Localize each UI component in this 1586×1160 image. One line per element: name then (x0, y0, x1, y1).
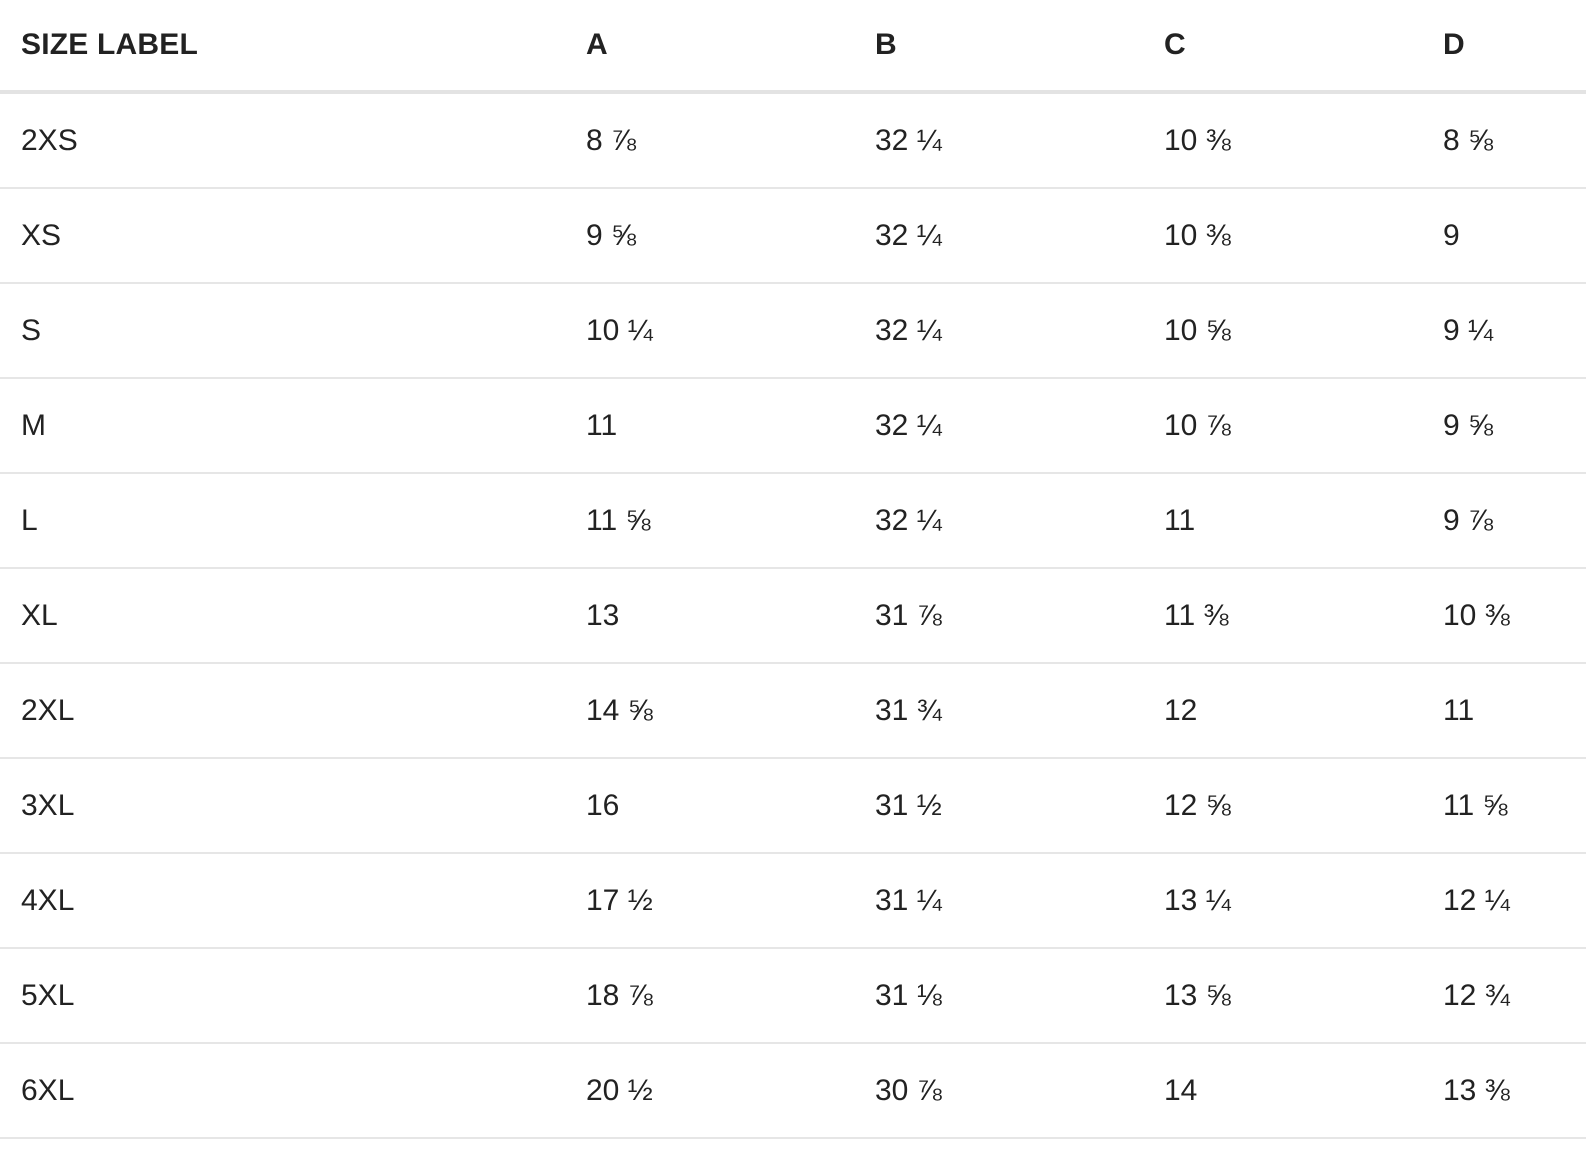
cell-size-label: 2XL (0, 663, 586, 759)
cell-b: 32 ¼ (875, 283, 1164, 379)
cell-size-label: XL (0, 568, 586, 664)
cell-b: 32 ¼ (875, 92, 1164, 189)
cell-c: 12 ⅝ (1164, 758, 1443, 854)
cell-a: 17 ½ (586, 853, 875, 949)
table-row: L 11 ⅝ 32 ¼ 11 9 ⅞ (0, 473, 1586, 569)
cell-d: 11 ⅝ (1443, 758, 1586, 854)
cell-d: 12 ¼ (1443, 853, 1586, 949)
table-body: 2XS 8 ⅞ 32 ¼ 10 ⅜ 8 ⅝ XS 9 ⅝ 32 ¼ 10 ⅜ 9… (0, 92, 1586, 1139)
cell-d: 9 ¼ (1443, 283, 1586, 379)
cell-a: 13 (586, 568, 875, 664)
cell-b: 31 ⅛ (875, 948, 1164, 1044)
header-a: A (586, 0, 875, 94)
cell-size-label: M (0, 378, 586, 474)
table-row: 2XS 8 ⅞ 32 ¼ 10 ⅜ 8 ⅝ (0, 92, 1586, 189)
cell-c: 10 ⅜ (1164, 188, 1443, 284)
cell-b: 32 ¼ (875, 378, 1164, 474)
cell-d: 11 (1443, 663, 1586, 759)
cell-c: 10 ⅞ (1164, 378, 1443, 474)
cell-c: 11 ⅜ (1164, 568, 1443, 664)
table-row: 3XL 16 31 ½ 12 ⅝ 11 ⅝ (0, 758, 1586, 854)
cell-b: 31 ⅞ (875, 568, 1164, 664)
header-b: B (875, 0, 1164, 94)
cell-a: 8 ⅞ (586, 92, 875, 189)
cell-a: 10 ¼ (586, 283, 875, 379)
cell-size-label: 4XL (0, 853, 586, 949)
cell-size-label: L (0, 473, 586, 569)
cell-a: 20 ½ (586, 1043, 875, 1139)
cell-a: 18 ⅞ (586, 948, 875, 1044)
cell-c: 10 ⅝ (1164, 283, 1443, 379)
cell-d: 13 ⅜ (1443, 1043, 1586, 1139)
cell-size-label: XS (0, 188, 586, 284)
cell-b: 31 ¾ (875, 663, 1164, 759)
cell-size-label: 5XL (0, 948, 586, 1044)
cell-a: 9 ⅝ (586, 188, 875, 284)
table-row: XS 9 ⅝ 32 ¼ 10 ⅜ 9 (0, 188, 1586, 284)
cell-d: 9 ⅝ (1443, 378, 1586, 474)
cell-c: 12 (1164, 663, 1443, 759)
cell-b: 30 ⅞ (875, 1043, 1164, 1139)
cell-b: 32 ¼ (875, 188, 1164, 284)
header-c: C (1164, 0, 1443, 94)
header-d: D (1443, 0, 1586, 94)
table-row: XL 13 31 ⅞ 11 ⅜ 10 ⅜ (0, 568, 1586, 664)
header-row: SIZE LABEL A B C D (0, 0, 1586, 94)
cell-d: 8 ⅝ (1443, 92, 1586, 189)
table-row: 2XL 14 ⅝ 31 ¾ 12 11 (0, 663, 1586, 759)
cell-d: 12 ¾ (1443, 948, 1586, 1044)
cell-size-label: 2XS (0, 92, 586, 189)
cell-size-label: 3XL (0, 758, 586, 854)
table-row: 4XL 17 ½ 31 ¼ 13 ¼ 12 ¼ (0, 853, 1586, 949)
table-header: SIZE LABEL A B C D (0, 0, 1586, 94)
cell-d: 9 ⅞ (1443, 473, 1586, 569)
table-row: 5XL 18 ⅞ 31 ⅛ 13 ⅝ 12 ¾ (0, 948, 1586, 1044)
cell-c: 14 (1164, 1043, 1443, 1139)
cell-c: 10 ⅜ (1164, 92, 1443, 189)
cell-a: 16 (586, 758, 875, 854)
cell-d: 10 ⅜ (1443, 568, 1586, 664)
cell-size-label: 6XL (0, 1043, 586, 1139)
cell-c: 13 ⅝ (1164, 948, 1443, 1044)
header-size-label: SIZE LABEL (0, 0, 586, 94)
cell-c: 11 (1164, 473, 1443, 569)
cell-b: 32 ¼ (875, 473, 1164, 569)
table-row: 6XL 20 ½ 30 ⅞ 14 13 ⅜ (0, 1043, 1586, 1139)
cell-a: 11 (586, 378, 875, 474)
cell-a: 11 ⅝ (586, 473, 875, 569)
cell-size-label: S (0, 283, 586, 379)
cell-b: 31 ½ (875, 758, 1164, 854)
cell-a: 14 ⅝ (586, 663, 875, 759)
cell-d: 9 (1443, 188, 1586, 284)
table-row: S 10 ¼ 32 ¼ 10 ⅝ 9 ¼ (0, 283, 1586, 379)
cell-c: 13 ¼ (1164, 853, 1443, 949)
table-row: M 11 32 ¼ 10 ⅞ 9 ⅝ (0, 378, 1586, 474)
cell-b: 31 ¼ (875, 853, 1164, 949)
